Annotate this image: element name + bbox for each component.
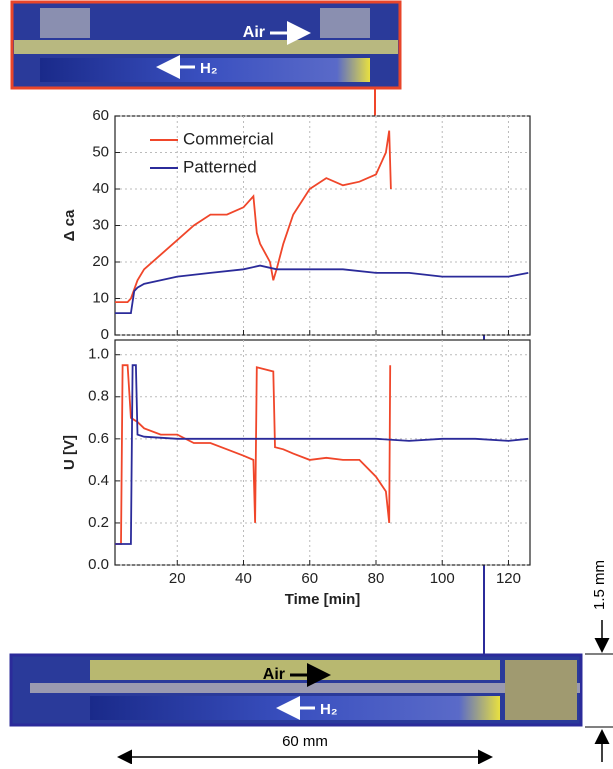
y-tick-label: 0.4 [88, 472, 109, 489]
y-tick-label: 50 [92, 143, 109, 160]
y-tick-label: 20 [92, 253, 109, 270]
x-axis-label: Time [min] [285, 591, 361, 608]
series-line [115, 364, 529, 545]
x-tick-label: 80 [368, 570, 385, 587]
y-tick-label: 40 [92, 180, 109, 197]
plot-area [114, 339, 531, 566]
bottom-image: Air H₂ [9, 653, 583, 727]
y-tick-label: 0 [101, 326, 109, 343]
h2-label: H₂ [320, 701, 338, 718]
x-tick-label: 20 [169, 570, 186, 587]
legend-label: Commercial [183, 129, 274, 148]
x-tick-label: 60 [301, 570, 318, 587]
series-line [115, 130, 392, 304]
air-label: Air [263, 666, 285, 683]
air-label: Air [243, 24, 265, 41]
y-axis-label: U [V] [61, 435, 78, 470]
h2-label: H₂ [200, 60, 218, 77]
x-tick-label: 40 [235, 570, 252, 587]
x-tick-label: 100 [430, 570, 455, 587]
y-tick-label: 0.8 [88, 388, 109, 405]
length-label: 60 mm [282, 733, 328, 750]
series-line [115, 364, 392, 545]
y-tick-label: 0.0 [88, 556, 109, 573]
y-tick-label: 60 [92, 107, 109, 124]
legend-label: Patterned [183, 157, 257, 176]
y-tick-label: 0.6 [88, 430, 109, 447]
thickness-label: 1.5 mm [591, 560, 608, 610]
x-tick-label: 120 [496, 570, 521, 587]
y-tick-label: 30 [92, 216, 109, 233]
y-tick-label: 0.2 [88, 514, 109, 531]
y-tick-label: 1.0 [88, 346, 109, 363]
y-tick-label: 10 [92, 289, 109, 306]
y-axis-label: Δ ca [61, 209, 78, 241]
top-image: Air H₂ [10, 0, 402, 90]
series-line [115, 264, 529, 315]
